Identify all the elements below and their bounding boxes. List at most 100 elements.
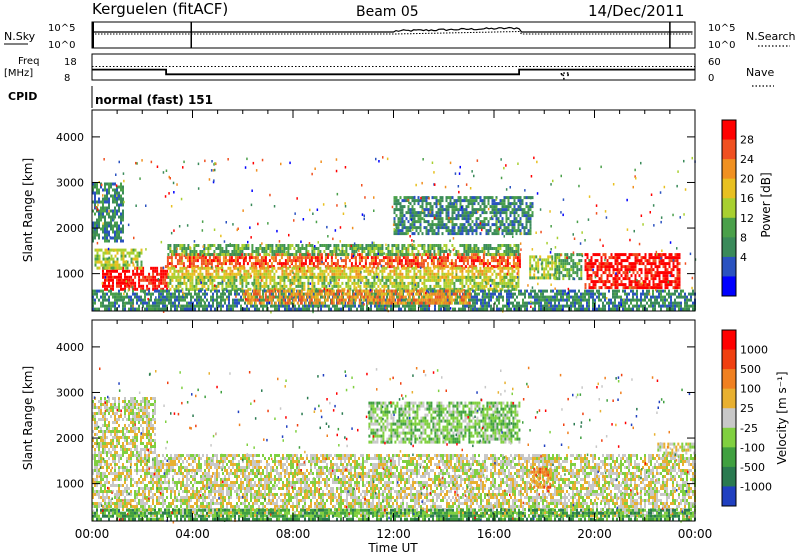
heatmap-cell-band-9 [180, 304, 182, 308]
heatmap-cell-band-3 [487, 266, 490, 270]
heatmap-cell-band-9 [556, 289, 558, 293]
heatmap-cell-band-9 [226, 304, 228, 308]
heatmap-cell-band-9 [688, 304, 690, 308]
heatmap-cell-band-9 [294, 304, 296, 308]
heatmap-cell-band-4 [273, 284, 276, 288]
heatmap-cell-band-10 [284, 295, 287, 299]
heatmap-cell-band-9 [538, 289, 540, 293]
heatmap-cell-band-0 [138, 284, 141, 288]
heatmap-cell-band-5 [511, 250, 514, 253]
heatmap-cell-band-2 [364, 256, 367, 260]
heatmap-cell-band-9 [684, 301, 686, 305]
heatmap-cell-band-10 [314, 301, 317, 305]
heatmap-cell-band-6 [533, 276, 536, 280]
heatmap-cell-band-9 [274, 307, 276, 311]
heatmap-cell-band-4 [255, 284, 258, 288]
heatmap-cell-band-4 [425, 287, 428, 291]
heatmap-cell-band-8 [660, 253, 663, 257]
heatmap-cell-band-3 [185, 272, 188, 276]
heatmap-cell-band-9 [164, 295, 166, 299]
heatmap-cell-band-1 [130, 251, 133, 255]
heatmap-cell-band-4 [289, 284, 292, 288]
heatmap-cell-band-9 [580, 292, 582, 296]
heatmap-cell-band-4 [331, 275, 334, 279]
heatmap-cell-band-5 [387, 253, 390, 256]
heatmap-cell-band-3 [207, 266, 210, 270]
heatmap-cell-band-4 [177, 281, 180, 285]
heatmap-cell-band-4 [415, 275, 418, 279]
heatmap-cell-band-3 [317, 266, 320, 270]
heatmap-cell-band-6 [547, 276, 550, 280]
heatmap-cell-band-0 [114, 275, 116, 279]
heatmap-cell-band-3 [381, 272, 384, 276]
heatmap-cell-band-5 [373, 244, 376, 247]
heatmap-cell-band-9 [134, 307, 136, 311]
heatmap-cell-band-3 [167, 266, 170, 270]
heatmap-cell-band-5 [517, 250, 520, 253]
heatmap-cell-band-3 [473, 272, 476, 276]
heatmap-cell-band-9 [216, 301, 218, 305]
heatmap-cell-band-5 [335, 250, 338, 253]
heatmap-cell-band-2 [174, 253, 177, 257]
heatmap-cell-band-8 [662, 274, 665, 278]
heatmap-cell-band-9 [150, 292, 152, 296]
heatmap-cell-band-0 [128, 281, 131, 285]
heatmap-cell-band-5 [331, 253, 334, 256]
heatmap-cell-band-4 [431, 275, 434, 279]
heatmap-cell-band-5 [469, 250, 472, 253]
heatmap-cell-band-2 [262, 265, 265, 269]
heatmap-cell-band-8 [640, 256, 643, 260]
heatmap-cell-band-5 [469, 247, 472, 250]
heatmap-cell-band-2 [410, 265, 413, 269]
heatmap-cell-band-4 [385, 278, 388, 282]
heatmap-cell-band-5 [317, 247, 320, 250]
heatmap-cell-band-4 [505, 281, 508, 285]
heatmap-cell-band-5 [425, 250, 428, 253]
heatmap-cell-band-0 [124, 269, 126, 273]
heatmap-cell-band-4 [399, 287, 402, 291]
heatmap-cell-band-2 [288, 256, 291, 260]
heatmap-cell-band-4 [355, 281, 358, 285]
heatmap-cell-band-1 [140, 263, 143, 267]
heatmap-cell-band-9 [228, 307, 230, 311]
heatmap-cell-band-9 [572, 295, 574, 299]
heatmap-cell-band-4 [485, 275, 488, 279]
heatmap-cell-band-5 [359, 244, 362, 247]
heatmap-cell-band-3 [357, 275, 360, 279]
heatmap-cell-band-8 [594, 286, 597, 290]
heatmap-cell-band-9 [486, 307, 488, 311]
heatmap-cell-band-5 [465, 244, 468, 247]
heatmap-cell-band-9 [498, 295, 500, 299]
heatmap-cell-band-0 [148, 278, 151, 282]
heatmap-cell-band-10 [424, 301, 427, 305]
heatmap-cell-band-4 [179, 278, 182, 282]
heatmap-cell-band-4 [433, 284, 436, 288]
heatmap-cell-band-9 [204, 307, 206, 311]
heatmap-cell-band-5 [295, 250, 298, 253]
heatmap-cell-band-1 [118, 248, 121, 252]
noise-traces [92, 22, 693, 48]
heatmap-cell-band-9 [200, 289, 202, 293]
heatmap-cell-band-8 [600, 280, 603, 284]
heatmap-cell-band-0 [130, 284, 133, 288]
heatmap-cell-band-9 [586, 304, 588, 308]
heatmap-cell-band-4 [501, 281, 504, 285]
heatmap-cell-band-3 [175, 269, 178, 273]
heatmap-cell-band-9 [596, 295, 598, 299]
heatmap-cell-band-9 [616, 292, 618, 296]
heatmap-cell-band-9 [194, 298, 196, 302]
heatmap-cell-band-8 [600, 286, 603, 290]
heatmap-cell-band-9 [456, 295, 458, 299]
heatmap-cell-band-9 [488, 301, 490, 305]
heatmap-cell-band-5 [495, 250, 498, 253]
heatmap-cell-band-10 [416, 301, 419, 305]
heatmap-cell-band-10 [332, 289, 335, 293]
heatmap-cell-band-2 [190, 259, 193, 263]
heatmap-cell-band-5 [439, 250, 442, 253]
heatmap-cell-band-0 [146, 284, 149, 288]
heatmap-cell-band-9 [640, 292, 642, 296]
heatmap-cell-band-7 [558, 256, 561, 260]
heatmap-cell-band-6 [531, 276, 534, 280]
heatmap-cell-band-9 [412, 292, 414, 296]
heatmap-cell-band-4 [301, 287, 304, 291]
